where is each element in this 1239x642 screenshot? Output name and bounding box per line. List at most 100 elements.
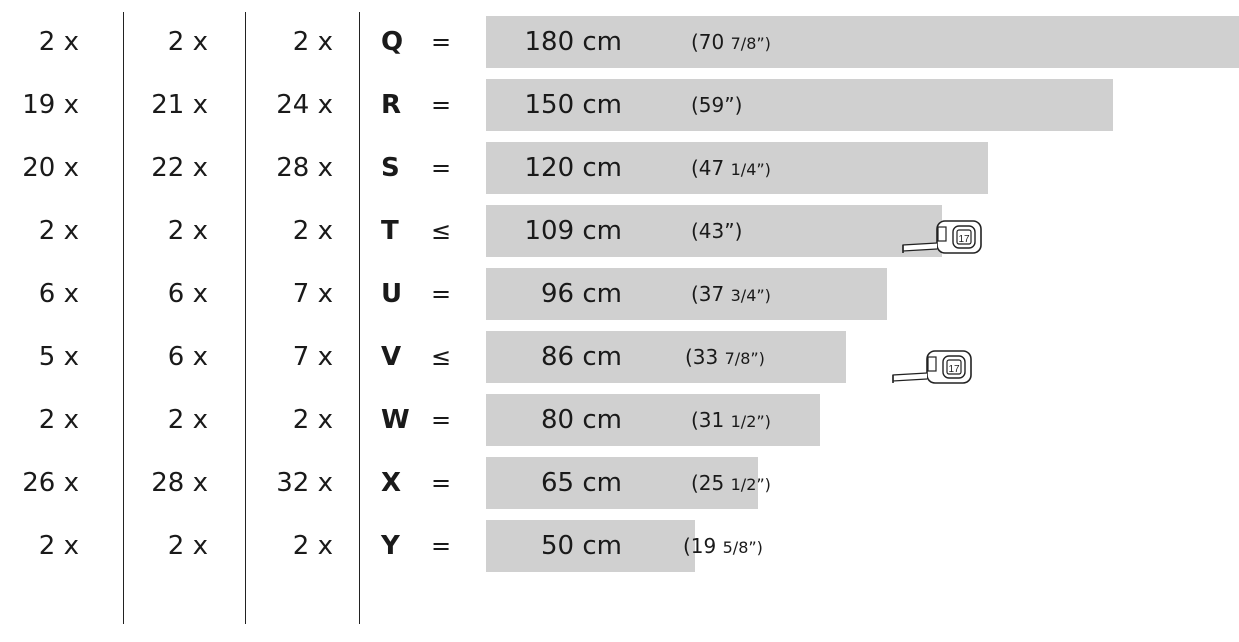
inch-whole: (37 [691, 282, 725, 306]
comparison-operator: = [430, 91, 452, 119]
length-inch: (19 5/8”) [683, 520, 763, 572]
length-cm: 109 cm [524, 216, 622, 246]
length-bar [486, 16, 1239, 68]
length-inch: (43”) [691, 205, 742, 257]
inch-whole: (33 [685, 345, 719, 369]
quantity-c2: 2 x [167, 405, 208, 435]
comparison-operator: ≤ [430, 217, 452, 245]
length-bar [486, 331, 846, 383]
quantity-c3: 24 x [276, 90, 333, 120]
part-letter: Q [381, 27, 404, 57]
length-cm: 86 cm [541, 342, 622, 372]
quantity-c1: 2 x [38, 405, 79, 435]
inch-whole: (47 [691, 156, 725, 180]
inch-fraction: 7/8”) [724, 349, 765, 368]
length-inch: (59”) [691, 79, 742, 131]
length-inch: (70 7/8”) [691, 16, 771, 68]
length-inch: (31 1/2”) [691, 394, 771, 446]
part-letter: S [381, 153, 400, 183]
part-letter: X [381, 468, 402, 498]
quantity-c3: 28 x [276, 153, 333, 183]
inch-fraction: 3/4”) [730, 286, 771, 305]
length-bar [486, 457, 758, 509]
quantity-c1: 19 x [22, 90, 79, 120]
quantity-c2: 2 x [167, 27, 208, 57]
length-cm: 65 cm [541, 468, 622, 498]
tape-measure-icon: 17 [895, 217, 987, 267]
quantity-c1: 5 x [38, 342, 79, 372]
comparison-operator: = [430, 28, 452, 56]
quantity-c2: 6 x [167, 342, 208, 372]
inch-whole: (25 [691, 471, 725, 495]
quantity-c3: 7 x [292, 342, 333, 372]
inch-whole: (31 [691, 408, 725, 432]
length-cm: 50 cm [541, 531, 622, 561]
quantity-c2: 2 x [167, 216, 208, 246]
length-inch: (47 1/4”) [691, 142, 771, 194]
length-bar [486, 268, 887, 320]
comparison-operator: = [430, 154, 452, 182]
column-divider-1 [123, 12, 124, 624]
table-row: 2 x 2 x 2 x Q = 180 cm (70 7/8”) [0, 16, 1239, 68]
part-letter: Y [381, 531, 400, 561]
quantity-c2: 21 x [151, 90, 208, 120]
quantity-c1: 2 x [38, 27, 79, 57]
quantity-c1: 20 x [22, 153, 79, 183]
length-bar [486, 79, 1113, 131]
column-divider-3 [359, 12, 360, 624]
comparison-operator: = [430, 532, 452, 560]
svg-text:17: 17 [948, 364, 960, 375]
table-row: 2 x 2 x 2 x W = 80 cm (31 1/2”) [0, 394, 1239, 446]
part-letter: W [381, 405, 410, 435]
table-row: 5 x 6 x 7 x V ≤86 cm (33 7/8”) 17 [0, 331, 1239, 384]
quantity-c3: 32 x [276, 468, 333, 498]
inch-fraction: 5/8”) [722, 538, 763, 557]
inch-whole: (43”) [691, 219, 743, 243]
length-bar [486, 142, 988, 194]
quantity-c1: 6 x [38, 279, 79, 309]
length-cm: 80 cm [541, 405, 622, 435]
quantity-c3: 2 x [292, 405, 333, 435]
table-row: 2 x 2 x 2 x T ≤109 cm (43”) 17 [0, 205, 1239, 257]
inch-whole: (19 [683, 534, 717, 558]
comparison-operator: = [430, 280, 452, 308]
inch-fraction: 1/2”) [730, 475, 771, 494]
inch-fraction: 1/4”) [730, 160, 771, 179]
inch-whole: (59”) [691, 93, 743, 117]
length-inch: (37 3/4”) [691, 268, 771, 320]
comparison-operator: = [430, 469, 452, 497]
part-letter: U [381, 279, 403, 309]
part-letter: T [381, 216, 399, 246]
comparison-operator: ≤ [430, 343, 452, 371]
tape-measure-icon: 17 [885, 347, 977, 397]
part-letter: R [381, 90, 402, 120]
svg-text:17: 17 [958, 234, 970, 245]
comparison-operator: = [430, 406, 452, 434]
column-divider-2 [245, 12, 246, 624]
quantity-c3: 2 x [292, 216, 333, 246]
table-row: 6 x 6 x 7 x U = 96 cm (37 3/4”) [0, 268, 1239, 320]
inch-fraction: 7/8”) [730, 34, 771, 53]
length-inch: (25 1/2”) [691, 457, 771, 509]
length-bar [486, 394, 820, 446]
table-row: 26 x 28 x 32 x X = 65 cm (25 1/2”) [0, 457, 1239, 509]
length-bar [486, 205, 942, 257]
quantity-c3: 2 x [292, 531, 333, 561]
quantity-c1: 2 x [38, 531, 79, 561]
length-cm: 96 cm [541, 279, 622, 309]
quantity-c3: 2 x [292, 27, 333, 57]
length-bar [486, 520, 695, 572]
quantity-c2: 2 x [167, 531, 208, 561]
table-row: 19 x 21 x 24 x R = 150 cm (59”) [0, 79, 1239, 131]
quantity-c1: 2 x [38, 216, 79, 246]
quantity-c2: 6 x [167, 279, 208, 309]
inch-fraction: 1/2”) [730, 412, 771, 431]
quantity-c2: 22 x [151, 153, 208, 183]
table-row: 20 x 22 x 28 x S = 120 cm (47 1/4”) [0, 142, 1239, 194]
length-inch: (33 7/8”) [685, 331, 765, 383]
length-cm: 120 cm [524, 153, 622, 183]
length-cm: 150 cm [524, 90, 622, 120]
quantity-c3: 7 x [292, 279, 333, 309]
length-cm: 180 cm [524, 27, 622, 57]
table-row: 2 x 2 x 2 x Y = 50 cm (19 5/8”) [0, 520, 1239, 572]
